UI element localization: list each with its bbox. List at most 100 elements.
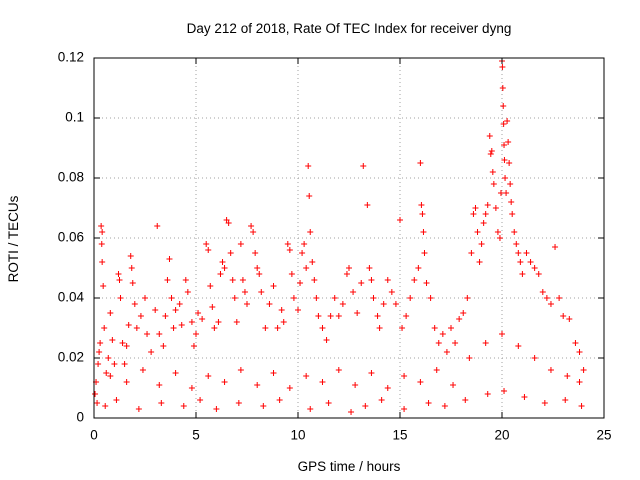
data-point — [505, 139, 512, 145]
data-point — [482, 211, 489, 217]
data-point — [233, 319, 240, 325]
data-point — [148, 349, 155, 355]
data-point — [527, 259, 534, 265]
data-point — [415, 265, 422, 271]
data-point — [508, 199, 515, 205]
data-point — [576, 379, 583, 385]
data-point — [107, 310, 114, 316]
data-point — [250, 229, 257, 235]
data-point — [270, 370, 277, 376]
data-point — [117, 295, 124, 301]
data-point — [154, 223, 161, 229]
data-point — [501, 142, 508, 148]
data-point — [98, 241, 105, 247]
data-point — [137, 313, 144, 319]
data-point — [507, 181, 514, 187]
data-point — [105, 355, 112, 361]
data-point — [103, 370, 110, 376]
data-point — [190, 343, 197, 349]
data-point — [139, 367, 146, 373]
data-point — [547, 301, 554, 307]
data-point — [225, 220, 232, 226]
data-point — [480, 220, 487, 226]
data-point — [256, 271, 263, 277]
grid — [94, 58, 604, 418]
y-tick-label: 0.02 — [58, 350, 84, 365]
data-point — [513, 241, 520, 247]
y-tick-label: 0.1 — [65, 110, 84, 125]
data-point — [541, 400, 548, 406]
data-point — [299, 250, 306, 256]
data-point — [431, 325, 438, 331]
data-point — [501, 157, 508, 163]
data-point — [487, 151, 494, 157]
data-point — [425, 400, 432, 406]
data-point — [297, 280, 304, 286]
data-point — [348, 409, 355, 415]
x-tick-label: 10 — [290, 428, 305, 443]
data-point — [254, 265, 261, 271]
data-point — [499, 64, 506, 70]
data-point — [258, 289, 265, 295]
data-point — [248, 223, 255, 229]
data-point — [566, 316, 573, 322]
data-point — [286, 385, 293, 391]
data-point — [560, 313, 567, 319]
data-point — [531, 355, 538, 361]
data-point — [217, 271, 224, 277]
data-point — [504, 118, 511, 124]
data-point — [370, 295, 377, 301]
data-point — [420, 229, 427, 235]
data-point — [421, 250, 428, 256]
data-point — [484, 391, 491, 397]
data-point — [499, 331, 505, 337]
data-point — [496, 235, 503, 241]
data-point — [219, 259, 226, 265]
data-point — [368, 370, 375, 376]
data-point — [488, 148, 495, 154]
data-point — [237, 367, 244, 373]
data-point — [254, 382, 261, 388]
y-tick-label: 0.12 — [58, 50, 84, 65]
data-point — [519, 271, 526, 277]
data-point — [335, 367, 342, 373]
data-point — [164, 277, 171, 283]
data-point — [401, 373, 408, 379]
data-point — [448, 325, 454, 331]
data-point — [517, 259, 524, 265]
data-point — [166, 256, 173, 262]
y-tick-label: 0.04 — [58, 290, 85, 305]
data-point — [515, 343, 522, 349]
data-point — [178, 322, 185, 328]
data-point — [123, 343, 130, 349]
data-point — [535, 271, 542, 277]
data-point — [474, 229, 481, 235]
data-point — [156, 382, 163, 388]
data-point — [327, 313, 334, 319]
x-tick-label: 15 — [392, 428, 407, 443]
data-point — [211, 325, 218, 331]
data-point — [213, 406, 220, 412]
data-point — [503, 190, 510, 196]
data-point — [335, 313, 342, 319]
data-point — [98, 223, 105, 229]
data-point — [435, 340, 442, 346]
data-point — [360, 163, 367, 169]
data-point — [433, 367, 440, 373]
data-point — [539, 289, 546, 295]
data-point — [92, 391, 99, 397]
data-point — [100, 283, 107, 289]
data-point — [399, 325, 406, 331]
data-point — [209, 304, 216, 310]
data-point — [362, 403, 369, 409]
data-point — [403, 313, 410, 319]
data-point — [343, 271, 350, 277]
data-point — [427, 295, 434, 301]
data-point — [131, 301, 138, 307]
data-point — [270, 283, 277, 289]
data-point — [564, 373, 571, 379]
data-point — [278, 307, 285, 313]
data-point — [266, 301, 273, 307]
data-point — [168, 295, 175, 301]
y-tick-labels: 0 0.02 0.04 0.06 0.08 0.1 0.12 — [58, 50, 85, 425]
